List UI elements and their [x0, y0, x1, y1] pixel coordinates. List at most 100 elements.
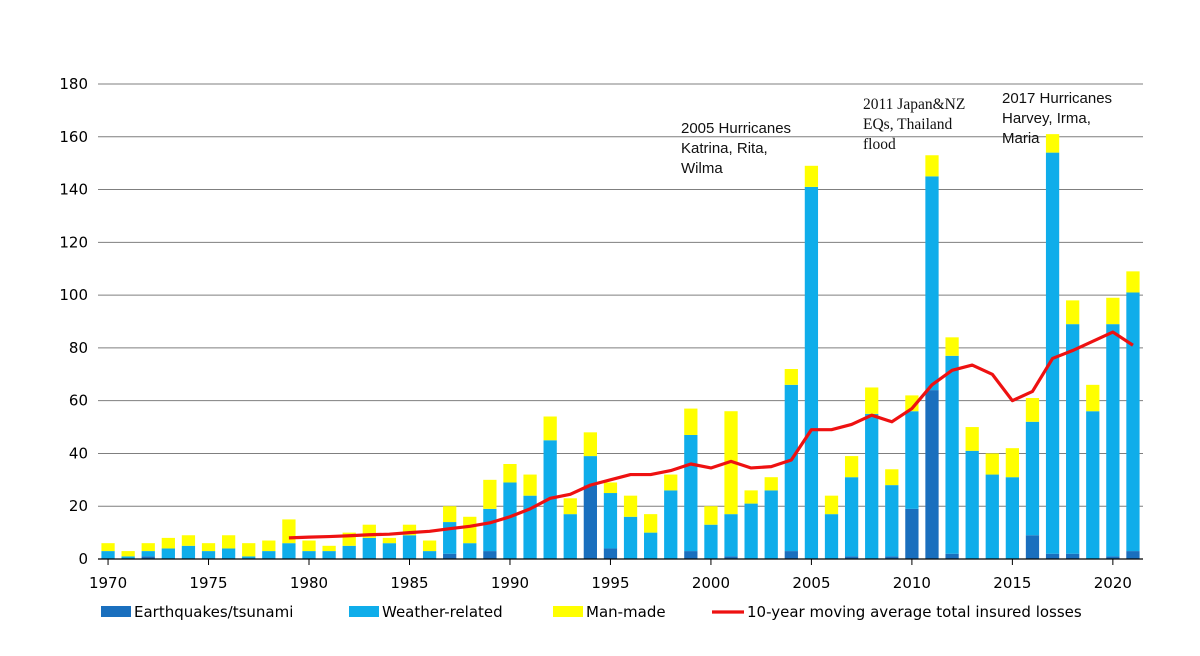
y-tick-label-120: 120 [59, 233, 88, 251]
x-tick-label-2000: 2000 [692, 574, 730, 592]
y-tick-label-0: 0 [78, 550, 88, 568]
bar-man-made-2017 [1045, 134, 1060, 153]
annotation-2011-line-3: flood [863, 136, 896, 153]
x-tick-label-1970: 1970 [89, 574, 127, 592]
bar-man-made-2012 [945, 337, 959, 356]
annotation-2017-line-1: 2017 Hurricanes [1002, 90, 1112, 107]
bar-man-made-1971 [121, 551, 135, 557]
bar-man-made-1977 [242, 543, 256, 557]
bar-weather-related-2016 [1025, 421, 1040, 536]
bar-weather-related-1976 [221, 548, 236, 559]
bar-weather-related-2006 [824, 514, 839, 559]
bar-weather-related-1990 [503, 482, 517, 559]
legend-swatch-man-made [553, 606, 583, 617]
bar-earthquakes-tsunami-2020 [1106, 556, 1120, 559]
bar-earthquakes-tsunami-2009 [885, 556, 899, 559]
bar-weather-related-2003 [764, 490, 778, 559]
bar-man-made-2003 [764, 477, 778, 491]
x-tick-label-1995: 1995 [591, 574, 629, 592]
annotation-2011-line-2: EQs, Thailand [863, 116, 953, 133]
y-tick-label-140: 140 [59, 181, 88, 199]
bar-weather-related-1983 [362, 537, 376, 559]
bar-man-made-1992 [543, 416, 557, 441]
bar-man-made-1990 [503, 464, 517, 483]
bar-man-made-2019 [1086, 384, 1100, 412]
bar-man-made-1978 [262, 540, 276, 552]
y-tick-label-60: 60 [69, 392, 88, 410]
bar-man-made-1995 [603, 482, 618, 494]
bar-man-made-1986 [422, 540, 437, 552]
bar-man-made-1996 [623, 495, 638, 517]
bar-earthquakes-tsunami-2016 [1025, 535, 1040, 559]
bar-weather-related-2020 [1106, 324, 1120, 557]
bar-weather-related-1984 [382, 543, 397, 559]
y-tick-label-40: 40 [69, 444, 88, 462]
bar-earthquakes-tsunami-1999 [684, 551, 698, 559]
bar-earthquakes-tsunami-1995 [603, 548, 618, 559]
bar-man-made-2013 [965, 427, 979, 451]
bar-earthquakes-tsunami-2021 [1126, 551, 1140, 559]
bar-weather-related-1993 [563, 514, 577, 559]
bar-weather-related-2005 [804, 186, 819, 559]
bar-man-made-1993 [563, 498, 577, 515]
bar-weather-related-1985 [402, 535, 417, 559]
bar-man-made-1998 [664, 474, 678, 491]
gridlines [98, 83, 1143, 507]
bar-earthquakes-tsunami-2001 [724, 556, 738, 559]
legend-swatch-earthquakes-tsunami [101, 606, 131, 617]
bar-man-made-1994 [583, 432, 597, 457]
bar-man-made-2015 [1005, 448, 1020, 478]
bar-man-made-1970 [101, 543, 115, 552]
annotations: 2005 Hurricanes Katrina, Rita, Wilma 2011 J… [681, 90, 1112, 177]
bar-weather-related-1982 [342, 545, 356, 559]
bar-weather-related-2021 [1126, 292, 1140, 552]
x-tick-label-1985: 1985 [390, 574, 428, 592]
bar-man-made-1987 [443, 506, 457, 523]
bar-man-made-1981 [322, 545, 336, 552]
legend-label-man-made: Man-made [586, 603, 666, 621]
bar-weather-related-2017 [1045, 152, 1060, 554]
annotation-2017-line-3: Maria [1002, 130, 1040, 147]
bar-weather-related-1971 [121, 556, 135, 559]
bar-earthquakes-tsunami-1989 [483, 551, 497, 559]
bar-man-made-2008 [865, 387, 879, 414]
bar-man-made-2011 [925, 155, 939, 177]
bar-weather-related-1998 [664, 490, 678, 559]
bar-man-made-1972 [141, 543, 155, 552]
x-tick-label-1980: 1980 [290, 574, 328, 592]
bar-man-made-2007 [844, 456, 859, 478]
bar-earthquakes-tsunami-2017 [1045, 553, 1060, 559]
x-tick-label-2010: 2010 [893, 574, 931, 592]
y-tick-label-20: 20 [69, 497, 88, 515]
bar-weather-related-1975 [201, 551, 216, 559]
bar-man-made-1988 [463, 516, 477, 544]
bar-man-made-1976 [221, 535, 236, 549]
annotation-2005-line-2: Katrina, Rita, [681, 140, 768, 157]
bar-man-made-1984 [382, 537, 397, 544]
bar-weather-related-1978 [262, 551, 276, 559]
legend-swatch-weather-related [349, 606, 379, 617]
bar-weather-related-2008 [865, 413, 879, 559]
bar-weather-related-1974 [181, 545, 196, 559]
bar-weather-related-2009 [885, 485, 899, 557]
bar-man-made-2010 [905, 395, 919, 412]
bar-weather-related-2019 [1086, 411, 1100, 559]
x-tick-label-2005: 2005 [792, 574, 830, 592]
y-tick-label-180: 180 [59, 75, 88, 93]
bar-man-made-1980 [302, 540, 316, 552]
bar-weather-related-1970 [101, 551, 115, 559]
bar-weather-related-1980 [302, 551, 316, 559]
moving-average-polyline [288, 330, 1134, 540]
bar-earthquakes-tsunami-2004 [784, 551, 798, 559]
legend-label-moving-average: 10-year moving average total insured los… [747, 603, 1082, 621]
bar-weather-related-1989 [483, 508, 497, 552]
bar-man-made-1985 [402, 524, 417, 536]
bar-man-made-1973 [161, 537, 175, 549]
bar-earthquakes-tsunami-1987 [443, 553, 457, 559]
bar-weather-related-1999 [684, 434, 698, 552]
bar-earthquakes-tsunami-2011 [925, 390, 939, 559]
bar-man-made-1989 [483, 479, 497, 509]
annotation-2011-line-1: 2011 Japan&NZ [863, 96, 965, 113]
bar-weather-related-2004 [784, 384, 798, 552]
